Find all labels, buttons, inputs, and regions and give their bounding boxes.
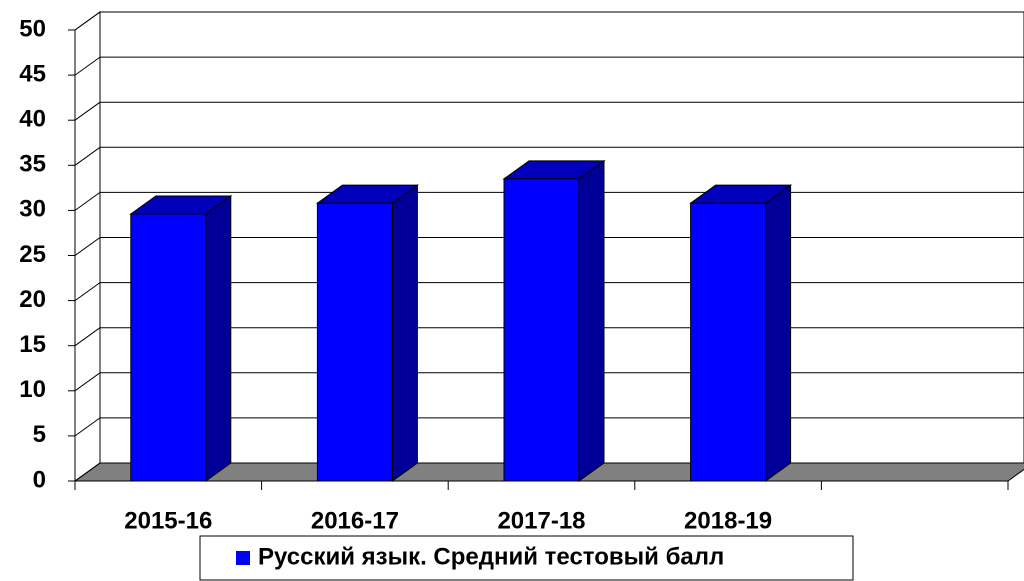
grid-line [74, 417, 101, 437]
grid-line [74, 56, 101, 76]
bar-front [316, 202, 393, 482]
grid-line [74, 11, 101, 31]
grid-line [74, 191, 101, 211]
grid-line [74, 237, 101, 256]
y-tick-label: 5 [33, 421, 46, 448]
y-tick-label: 50 [19, 15, 46, 42]
bar-side [391, 184, 418, 482]
y-tick-label: 10 [19, 376, 46, 403]
bar [315, 184, 419, 482]
grid-line [74, 282, 101, 302]
bar-front [503, 178, 580, 482]
legend-label: Русский язык. Средний тестовый балл [258, 543, 724, 570]
bar [502, 159, 606, 482]
bar-side [205, 195, 232, 482]
y-tick-label: 20 [19, 286, 46, 313]
y-tick-label: 25 [19, 241, 46, 268]
grid-line [74, 372, 101, 392]
y-tick-label: 15 [19, 331, 46, 358]
y-tick-label: 0 [33, 466, 46, 493]
bar-front [130, 213, 207, 482]
y-tick-label: 45 [19, 60, 46, 87]
legend-box [199, 535, 854, 581]
bar-side [765, 184, 792, 482]
bar [129, 195, 233, 482]
x-tick-label: 2015-16 [124, 507, 212, 534]
grid-line [74, 146, 101, 166]
bar-side [578, 159, 605, 482]
grid-line [74, 462, 101, 482]
bar-front [690, 202, 767, 482]
x-tick-label: 2016-17 [311, 507, 399, 534]
y-tick-label: 35 [19, 151, 46, 178]
bar [689, 184, 793, 482]
grid-line [74, 101, 101, 121]
x-tick-label: 2017-18 [497, 507, 585, 534]
y-tick-label: 30 [19, 196, 46, 223]
grid-line [74, 327, 101, 347]
y-tick-label: 40 [19, 106, 46, 133]
legend-swatch [236, 551, 250, 565]
x-tick-label: 2018-19 [684, 507, 772, 534]
